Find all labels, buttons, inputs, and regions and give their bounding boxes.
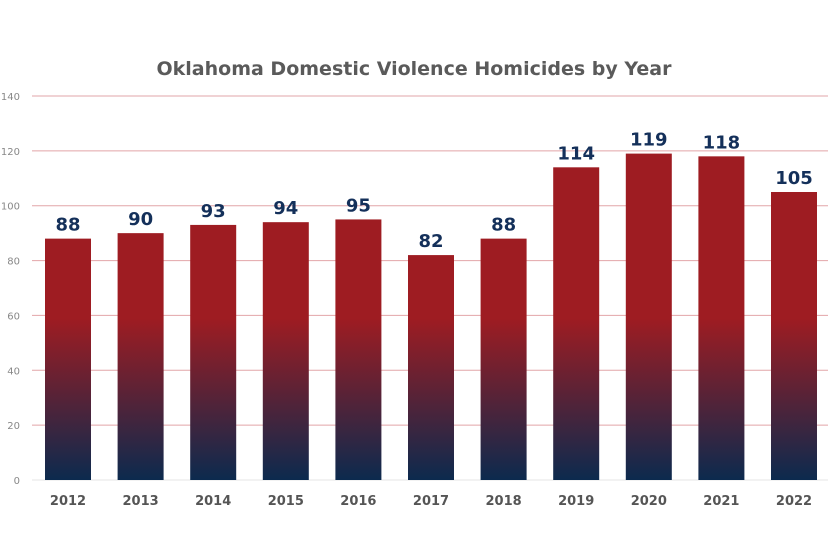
y-tick-label: 140 [1,92,20,103]
data-label: 88 [55,215,80,236]
x-tick-label: 2015 [268,494,304,509]
chart-title: Oklahoma Domestic Violence Homicides by … [156,58,672,80]
x-tick-label: 2017 [413,494,449,509]
data-label: 82 [418,231,443,252]
bar [408,255,454,480]
y-tick-label: 60 [7,311,20,322]
bar [45,238,91,480]
bar [480,238,527,480]
data-label: 105 [775,168,813,189]
bar [698,156,745,481]
x-tick-label: 2016 [340,494,376,509]
data-label: 94 [273,198,298,219]
x-tick-label: 2018 [486,494,522,509]
data-label: 88 [491,215,516,236]
x-tick-label: 2012 [50,494,86,509]
data-label: 95 [346,195,371,216]
bar [771,192,817,480]
data-label: 119 [630,130,668,151]
data-label: 90 [128,209,153,230]
bar [553,167,600,481]
bar [335,219,382,480]
x-tick-label: 2020 [631,494,667,509]
x-tick-label: 2021 [703,494,739,509]
bar [625,153,672,480]
bar [117,233,164,480]
data-label: 114 [557,143,595,164]
x-tick-label: 2019 [558,494,594,509]
x-tick-label: 2013 [123,494,159,509]
y-tick-label: 120 [1,147,20,158]
y-tick-label: 20 [7,421,20,432]
y-tick-label: 80 [7,257,20,268]
data-label: 118 [703,132,741,153]
bar [262,222,309,480]
y-tick-label: 100 [1,202,20,213]
x-tick-label: 2014 [195,494,231,509]
y-tick-label: 0 [14,476,20,487]
bar [190,224,237,480]
data-label: 93 [201,201,226,222]
x-tick-label: 2022 [776,494,812,509]
y-tick-label: 40 [7,366,20,377]
